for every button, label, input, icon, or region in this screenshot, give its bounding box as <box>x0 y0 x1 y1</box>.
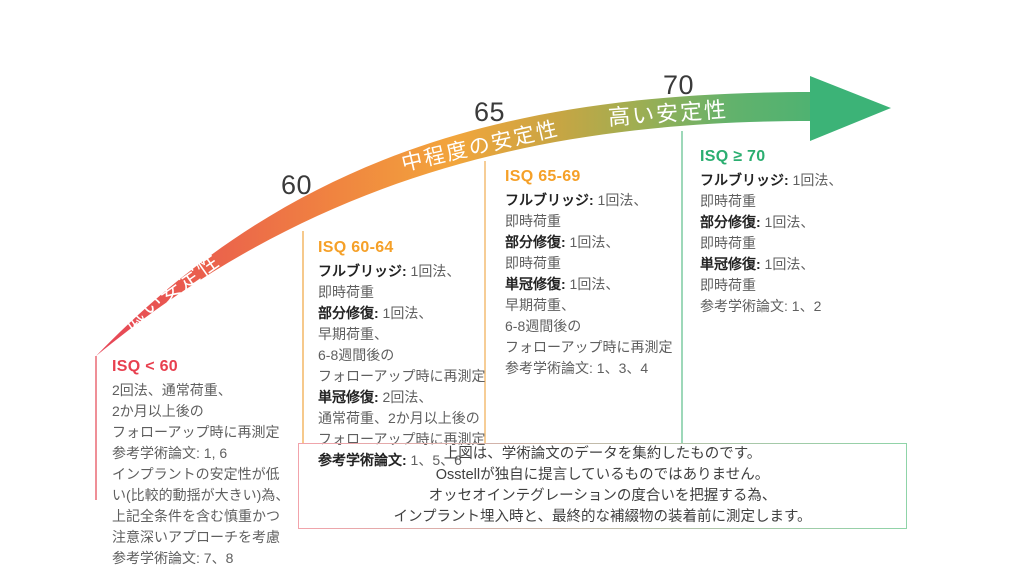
tick-70: 70 <box>663 70 695 100</box>
column-header-isq-below-60: ISQ < 60 <box>112 358 178 375</box>
note-line: 上図は、学術論文のデータを集約したものです。 <box>443 446 762 462</box>
column-line: フォローアップ時に再測定 <box>112 424 280 440</box>
column-lines: 2回法、通常荷重、 2か月以上後のフォローアップ時に再測定 参考学術論文: 1, 6… <box>112 380 312 569</box>
column-header-isq-70-plus: ISQ ≥ 70 <box>700 148 766 165</box>
tick-60: 60 <box>281 170 313 200</box>
column-line: インプラントの安定性が低 <box>112 466 280 482</box>
column-line: フォローアップ時に再測定 <box>505 339 673 355</box>
column-line: 参考学術論文: 7、8 <box>112 550 234 566</box>
column-line: 2か月以上後の <box>112 403 204 419</box>
column-line: 上記全条件を含む慎重かつ <box>112 508 280 524</box>
column-line: フルブリッジ: 1回法、 <box>505 192 648 208</box>
column-line: い(比較的動揺が大きい)為、 <box>112 487 290 503</box>
column-line: 通常荷重、2か月以上後の <box>318 410 480 426</box>
column-line: 6-8週間後の <box>318 347 395 363</box>
column-isq-70-plus: ISQ ≥ 70 フルブリッジ: 1回法、 即時荷重 部分修復: 1回法、 即時荷重単… <box>700 146 880 317</box>
note-line: Osstellが独自に提言しているものではありません。 <box>435 467 770 483</box>
column-line: 早期荷重、 <box>318 326 388 342</box>
column-isq-below-60: ISQ < 60 2回法、通常荷重、 2か月以上後のフォローアップ時に再測定 参考学… <box>112 356 312 569</box>
column-line: 早期荷重、 <box>505 297 575 313</box>
column-line: 注意深いアプローチを考慮 <box>112 529 280 545</box>
column-line: 即時荷重 <box>700 277 756 293</box>
column-header-isq-60-64: ISQ 60-64 <box>318 239 394 256</box>
column-line: 単冠修復: 2回法、 <box>318 389 433 405</box>
column-divider-line-2 <box>302 231 304 443</box>
column-line: 即時荷重 <box>505 213 561 229</box>
column-line: 参考学術論文: 1、3、4 <box>505 360 649 376</box>
column-line: 部分修復: 1回法、 <box>505 234 620 250</box>
note-line: インプラント埋入時と、最終的な補綴物の装着前に測定します。 <box>393 509 812 525</box>
column-line: 即時荷重 <box>700 235 756 251</box>
column-line: 即時荷重 <box>700 193 756 209</box>
column-line: 即時荷重 <box>505 255 561 271</box>
disclaimer-note-box: 上図は、学術論文のデータを集約したものです。 Osstellが独自に提言している… <box>298 443 907 529</box>
column-lines: フルブリッジ: 1回法、 即時荷重部分修復: 1回法、 早期荷重、 6-8週間後のフォ… <box>318 261 508 471</box>
column-line: フルブリッジ: 1回法、 <box>318 263 461 279</box>
column-divider-line-1 <box>95 356 97 500</box>
column-isq-60-64: ISQ 60-64 フルブリッジ: 1回法、 即時荷重部分修復: 1回法、 早期荷重… <box>318 237 508 471</box>
column-lines: フルブリッジ: 1回法、 即時荷重 部分修復: 1回法、 即時荷重 単冠修復: 1回法、… <box>505 190 695 379</box>
column-line: フォローアップ時に再測定 <box>318 368 486 384</box>
column-divider-line-4 <box>681 131 683 443</box>
column-line: 2回法、通常荷重、 <box>112 382 232 398</box>
column-line: 単冠修復: 1回法、 <box>700 256 815 272</box>
column-lines: フルブリッジ: 1回法、 即時荷重 部分修復: 1回法、 即時荷重 単冠修復: 1回法、… <box>700 170 880 317</box>
column-line: フルブリッジ: 1回法、 <box>700 172 843 188</box>
column-line: 部分修復: 1回法、 <box>700 214 815 230</box>
tick-65: 65 <box>474 97 506 127</box>
column-line: 部分修復: 1回法、 <box>318 305 433 321</box>
note-line: オッセオインテグレーションの度合いを把握する為、 <box>428 488 777 504</box>
arrowhead-icon <box>810 76 891 141</box>
column-line: 参考学術論文: 1, 6 <box>112 445 228 461</box>
column-line: 単冠修復: 1回法、 <box>505 276 620 292</box>
arrow-band <box>96 92 812 356</box>
column-isq-65-69: ISQ 65-69 フルブリッジ: 1回法、 即時荷重 部分修復: 1回法、 即時荷重… <box>505 166 695 379</box>
column-line: 即時荷重 <box>318 284 374 300</box>
column-line: 参考学術論文: 1、2 <box>700 298 822 314</box>
column-header-isq-65-69: ISQ 65-69 <box>505 168 581 185</box>
column-line: 6-8週間後の <box>505 318 582 334</box>
column-divider-line-3 <box>484 161 486 443</box>
